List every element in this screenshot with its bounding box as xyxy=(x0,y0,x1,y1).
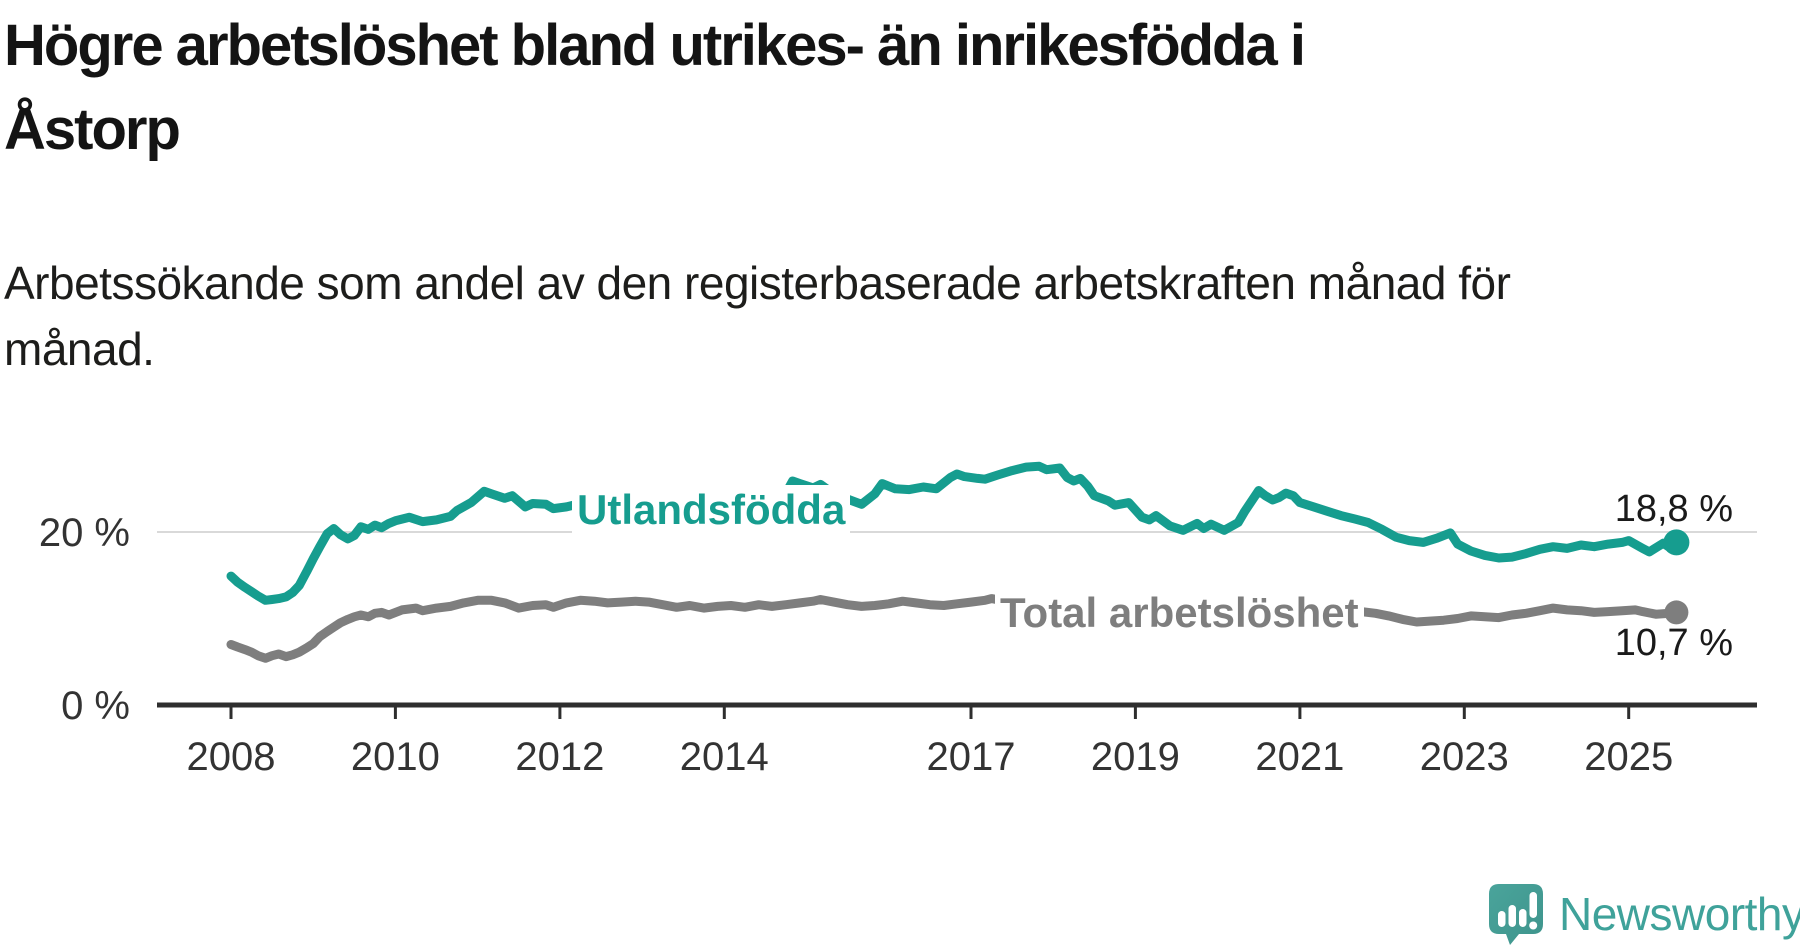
series-label-total-arbetsloshet: Total arbetslöshet xyxy=(995,588,1364,638)
newsworthy-logo-text: Newsworthy xyxy=(1559,888,1800,940)
subtitle-line-2: månad. xyxy=(4,323,155,375)
bar-chart-bar-1 xyxy=(1498,911,1506,927)
chart-subtitle: Arbetssökande som andel av den registerb… xyxy=(4,250,1704,382)
svg-text:2023: 2023 xyxy=(1420,735,1509,779)
title-line-2: Åstorp xyxy=(4,97,181,162)
end-value-label-utlandsfodda: 18,8 % xyxy=(1614,488,1733,530)
page-title: Högre arbetslöshet bland utrikes- än inr… xyxy=(4,4,1784,172)
svg-text:0 %: 0 % xyxy=(61,684,130,728)
svg-text:2017: 2017 xyxy=(927,735,1016,779)
newsworthy-logo: Newsworthy xyxy=(1488,884,1800,946)
svg-text:2012: 2012 xyxy=(515,735,604,779)
svg-text:2021: 2021 xyxy=(1255,735,1344,779)
bar-chart-bar-2 xyxy=(1508,905,1516,927)
svg-text:2025: 2025 xyxy=(1584,735,1673,779)
svg-text:2014: 2014 xyxy=(680,735,769,779)
svg-text:2008: 2008 xyxy=(187,735,276,779)
end-value-label-total: 10,7 % xyxy=(1614,622,1733,664)
svg-text:2019: 2019 xyxy=(1091,735,1180,779)
series-label-utlandsfodda: Utlandsfödda xyxy=(572,485,851,535)
svg-text:2010: 2010 xyxy=(351,735,440,779)
title-line-1: Högre arbetslöshet bland utrikes- än inr… xyxy=(4,13,1306,78)
exclamation-bar xyxy=(1529,892,1537,918)
svg-text:20 %: 20 % xyxy=(39,511,130,555)
newsworthy-logo-icon xyxy=(1489,884,1543,945)
exclamation-dot xyxy=(1529,921,1538,930)
subtitle-line-1: Arbetssökande som andel av den registerb… xyxy=(4,257,1511,309)
bar-chart-bar-3 xyxy=(1519,909,1527,927)
